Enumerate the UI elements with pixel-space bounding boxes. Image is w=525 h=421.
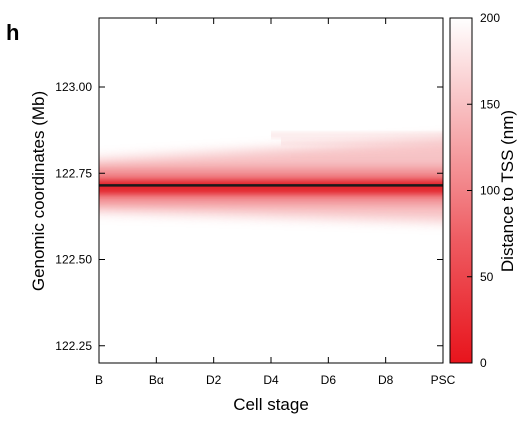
y-tick-label: 122.25 — [55, 339, 92, 353]
colorbar-axis: 0 50 100 150 200 — [467, 11, 500, 370]
x-tick-label: PSC — [431, 373, 456, 387]
x-tick-label: D8 — [378, 373, 394, 387]
colorbar-tick-label: 100 — [480, 184, 500, 198]
y-tick-label: 122.50 — [55, 253, 92, 267]
x-axis: B Bα D2 D4 D6 D8 PSC — [95, 18, 456, 387]
signal-core-band — [99, 180, 443, 194]
signal-streak — [271, 133, 443, 137]
colorbar-tick-label: 50 — [480, 270, 494, 284]
y-axis: 122.25 122.50 122.75 123.00 — [55, 80, 443, 353]
colorbar-tick-label: 200 — [480, 11, 500, 25]
x-tick-label: B — [95, 373, 103, 387]
y-tick-label: 122.75 — [55, 166, 92, 180]
signal-streak — [291, 156, 443, 159]
colorbar-title: Distance to TSS (nm) — [498, 110, 517, 272]
x-tick-label: D2 — [206, 373, 222, 387]
y-tick-label: 123.00 — [55, 80, 92, 94]
x-axis-title: Cell stage — [233, 395, 309, 414]
colorbar-tick-label: 150 — [480, 97, 500, 111]
x-tick-label: D6 — [321, 373, 337, 387]
signal-streak — [281, 140, 443, 144]
x-tick-label: Bα — [149, 373, 164, 387]
heatmap-body — [99, 133, 443, 222]
colorbar-tick-label: 0 — [480, 356, 487, 370]
x-tick-label: D4 — [263, 373, 279, 387]
panel-label: h — [6, 20, 19, 45]
y-axis-title: Genomic coordinates (Mb) — [29, 91, 48, 291]
